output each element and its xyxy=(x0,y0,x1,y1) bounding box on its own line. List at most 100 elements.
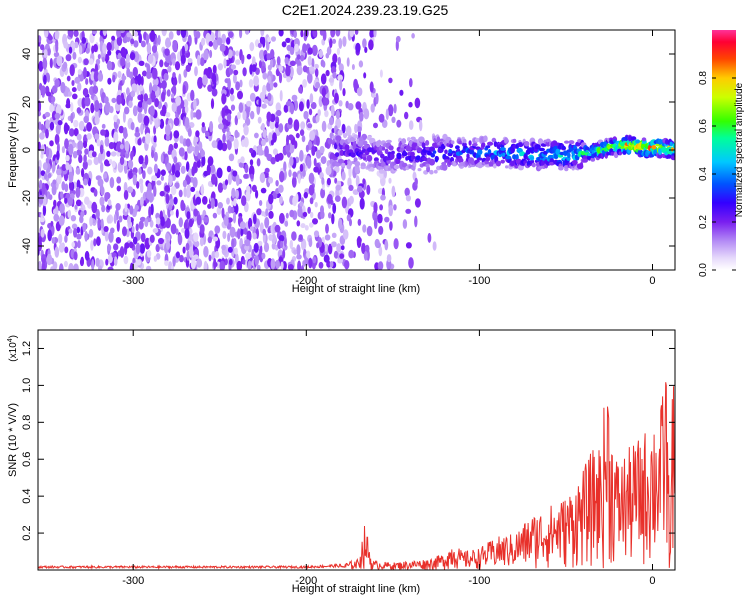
spectrogram-noise-cell xyxy=(289,156,294,167)
spectrogram-noise-cell xyxy=(138,155,144,165)
spectrogram-noise-cell xyxy=(107,266,114,270)
spectrogram-noise-cell xyxy=(227,173,232,186)
spectrogram-noise-cell xyxy=(267,92,272,102)
spectrogram-noise-cell xyxy=(51,237,56,244)
spectrogram-noise-cell xyxy=(336,48,340,56)
spectrogram-noise-cell xyxy=(140,196,144,207)
spectrogram-ridge-cell xyxy=(354,161,361,167)
spectrogram-noise-cell xyxy=(86,133,92,140)
spectrogram-ridge-cell xyxy=(555,148,561,155)
spectrogram-ridge-cell xyxy=(585,146,590,152)
spectrogram-noise-cell xyxy=(408,101,413,108)
spectrogram-noise-cell xyxy=(330,66,337,74)
spectrogram-noise-cell xyxy=(104,192,109,203)
spectrogram-noise-cell xyxy=(363,251,368,261)
spectrogram-noise-cell xyxy=(275,109,282,117)
spectrogram-noise-cell xyxy=(399,89,404,96)
spectrogram-noise-cell xyxy=(118,125,125,134)
spectrogram-noise-cell xyxy=(239,221,246,230)
spectrogram-noise-cell xyxy=(218,123,224,130)
spectrogram-noise-cell xyxy=(142,70,147,77)
spectrogram-noise-cell xyxy=(337,74,343,82)
spectrogram-ridge-cell xyxy=(430,153,436,158)
spectrogram-noise-cell xyxy=(327,138,333,145)
spectrogram-noise-cell xyxy=(97,217,101,229)
spectrogram-noise-cell xyxy=(227,77,231,90)
spectrogram-noise-cell xyxy=(255,189,259,199)
spectrogram-noise-cell xyxy=(77,56,82,64)
spectrogram-ridge-cell xyxy=(516,147,523,154)
spectrogram-noise-cell xyxy=(128,159,134,170)
spectrogram-noise-cell xyxy=(203,246,209,258)
spectrogram-noise-cell xyxy=(193,208,199,217)
spectrogram-noise-cell xyxy=(259,172,266,183)
spectrogram-noise-cell xyxy=(352,189,359,196)
spectrogram-noise-cell xyxy=(176,104,182,115)
spectrogram-noise-cell xyxy=(181,45,185,57)
spectrogram-noise-cell xyxy=(191,166,195,177)
spectrogram-noise-cell xyxy=(224,108,230,114)
spectrogram-ridge-cell xyxy=(401,138,407,145)
spectrogram-noise-cell xyxy=(145,132,151,145)
spectrogram-noise-cell xyxy=(77,140,84,151)
spectrogram-noise-cell xyxy=(185,161,190,172)
spectrogram-noise-cell xyxy=(140,75,144,86)
spectrogram-noise-cell xyxy=(195,109,202,120)
spectrogram-noise-cell xyxy=(38,166,42,178)
spectrogram-noise-cell xyxy=(174,61,181,71)
spectrogram-noise-cell xyxy=(299,129,305,137)
spectrogram-noise-cell xyxy=(206,164,211,176)
spectrogram-ridge-cell xyxy=(558,166,564,171)
spectrogram-noise-cell xyxy=(137,112,143,124)
spectrogram-noise-cell xyxy=(38,89,41,100)
spectrogram-noise-cell xyxy=(332,72,337,79)
spectrogram-noise-cell xyxy=(219,43,226,52)
spectrogram-noise-cell xyxy=(273,82,278,88)
spectrogram-noise-cell xyxy=(82,140,88,149)
spectrogram-noise-cell xyxy=(39,217,45,223)
spectrogram-noise-cell xyxy=(116,94,122,105)
spectrogram-noise-cell xyxy=(366,225,373,237)
spectrogram-noise-cell xyxy=(180,165,186,174)
colorbar-gradient xyxy=(712,30,736,270)
spectrogram-noise-cell xyxy=(211,250,216,261)
spectrogram-noise-cell xyxy=(145,33,149,46)
spectrogram-noise-cell xyxy=(309,197,314,205)
spectrogram-noise-cell xyxy=(237,111,241,120)
spectrogram-ridge-cell xyxy=(669,141,673,147)
spectrogram-noise-cell xyxy=(132,174,137,186)
spectrogram-noise-cell xyxy=(388,77,393,84)
spectrogram-noise-cell xyxy=(212,212,218,219)
spectrogram-noise-cell xyxy=(227,49,233,59)
spectrogram-noise-cell xyxy=(275,180,279,187)
spectrogram-noise-cell xyxy=(174,170,181,178)
spectrogram-noise-cell xyxy=(159,118,165,129)
spectrogram-ridge-cell xyxy=(495,160,501,167)
spectrogram-noise-cell xyxy=(307,206,311,214)
spectrogram-noise-cell xyxy=(171,174,176,182)
spectrogram-noise-cell xyxy=(227,139,232,151)
spectrogram-noise-cell xyxy=(230,104,236,111)
spectrogram-noise-cell xyxy=(40,44,45,51)
spectrogram-noise-cell xyxy=(233,198,237,207)
spectrogram-noise-cell xyxy=(143,93,148,102)
spectrogram-noise-cell xyxy=(388,104,394,117)
spectrogram-ridge-cell xyxy=(474,137,481,143)
spectrogram-noise-cell xyxy=(202,196,208,205)
spectrogram-noise-cell xyxy=(249,92,256,102)
spectrogram-noise-cell xyxy=(105,101,111,114)
spectrogram-ridge-cell xyxy=(428,146,436,152)
spectrogram-noise-cell xyxy=(72,93,78,100)
spectrogram-noise-cell xyxy=(230,94,235,102)
spectrogram-noise-cell xyxy=(136,181,140,189)
spectrogram-noise-cell xyxy=(164,185,170,192)
spectrogram-ridge-cell xyxy=(385,139,392,144)
spectrogram-noise-cell xyxy=(198,141,203,152)
spectrogram-noise-cell xyxy=(359,197,365,210)
spectrogram-noise-cell xyxy=(309,66,315,72)
spectrogram-noise-cell xyxy=(77,82,82,92)
spectrogram-noise-cell xyxy=(300,121,306,130)
spectrogram-noise-cell xyxy=(187,58,193,64)
spectrogram-noise-cell xyxy=(334,92,339,104)
spectrogram-noise-cell xyxy=(250,110,255,120)
